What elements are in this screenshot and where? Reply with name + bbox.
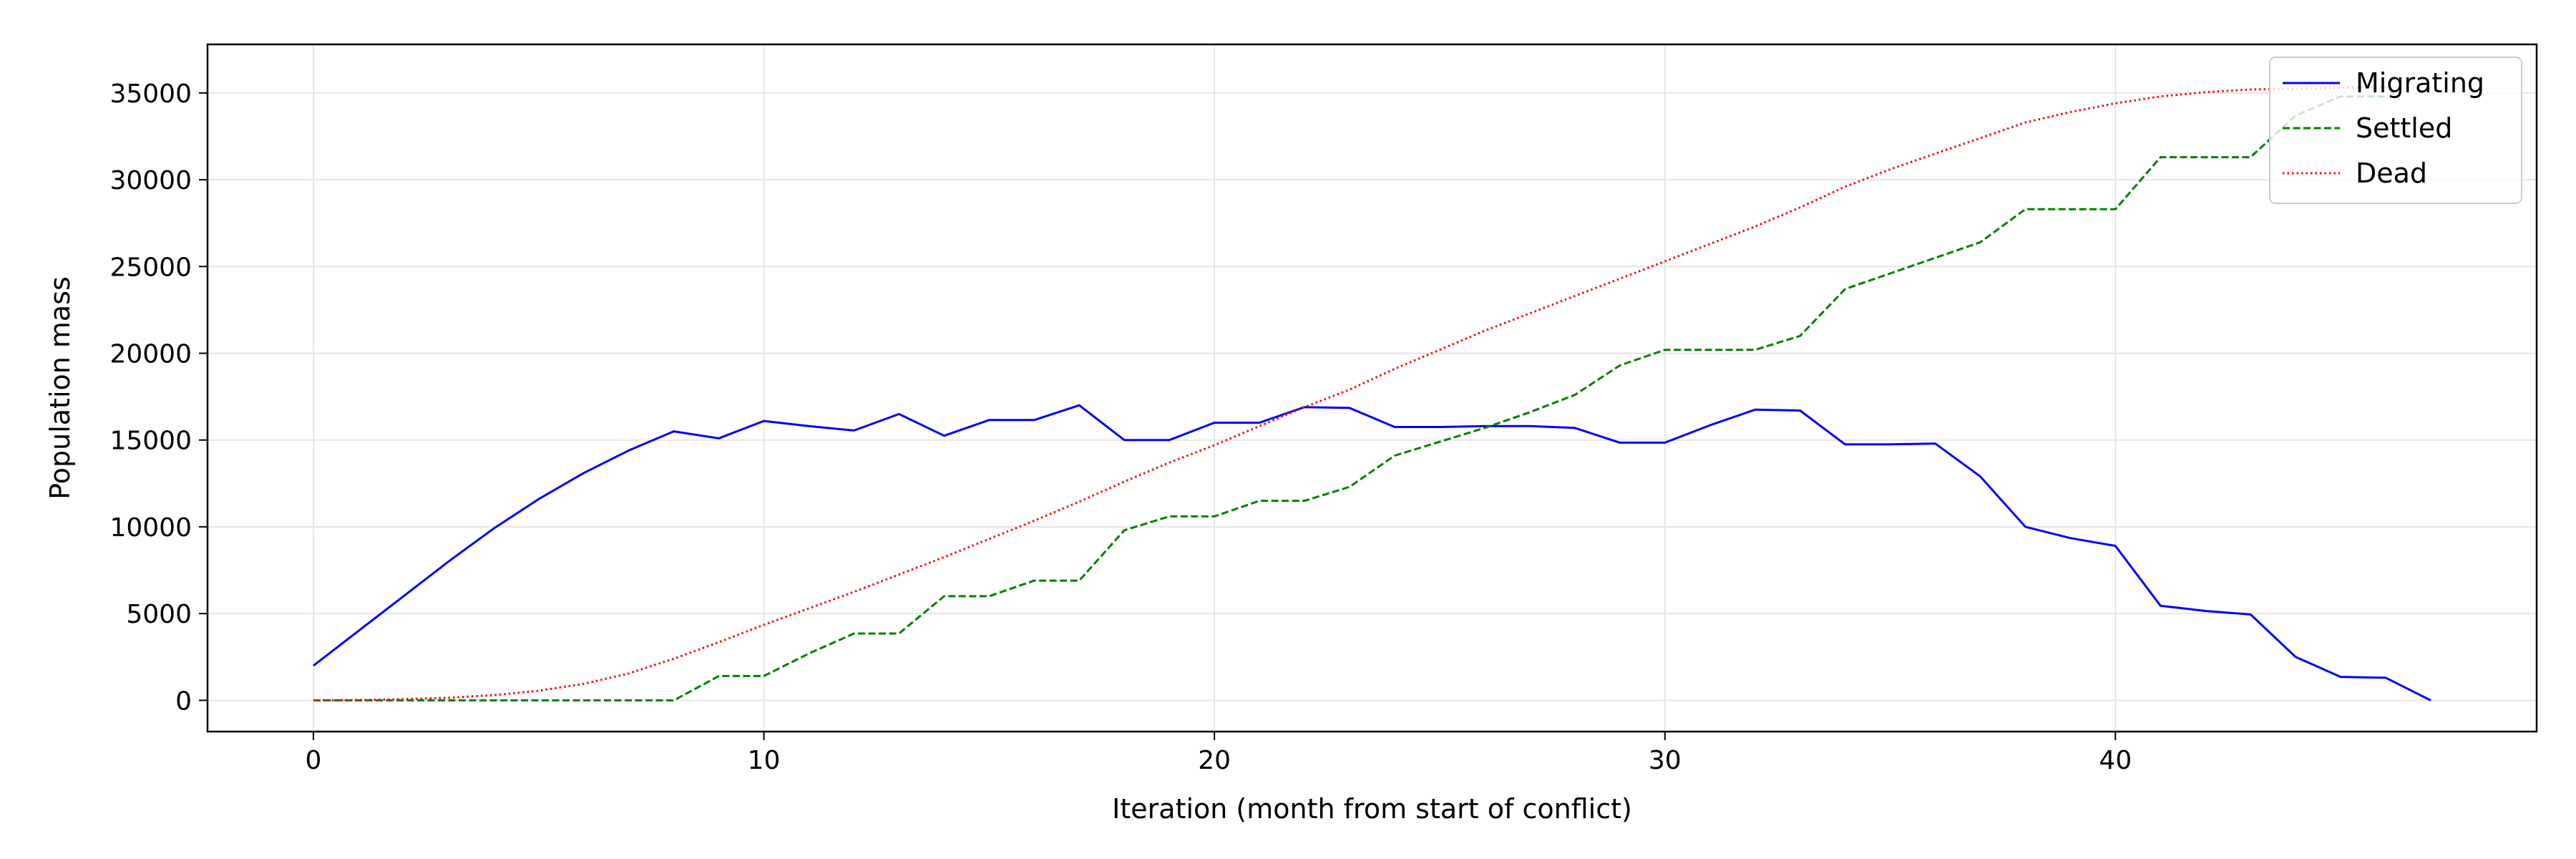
legend-label-settled: Settled: [2356, 112, 2452, 144]
x-axis-label: Iteration (month from start of conflict): [1112, 793, 1632, 825]
x-axis-ticks: 0 10 20 30 40: [306, 732, 2132, 775]
y-tick-label: 30000: [109, 166, 192, 195]
y-tick-label: 20000: [109, 340, 192, 369]
series-line-dead: [313, 85, 2386, 702]
y-tick-label: 5000: [126, 600, 192, 629]
plot-frame: [206, 43, 2538, 733]
y-tick-label: 0: [175, 686, 192, 716]
y-axis-label: Population mass: [44, 276, 76, 500]
y-tick-label: 15000: [109, 427, 192, 456]
y-tick-label: 25000: [109, 253, 192, 282]
legend: Migrating Settled Dead: [2269, 57, 2522, 204]
series-line-settled: [313, 95, 2386, 702]
x-tick-label: 40: [2099, 746, 2132, 775]
legend-box: [2269, 57, 2522, 204]
legend-label-migrating: Migrating: [2356, 67, 2484, 99]
x-tick-label: 20: [1198, 746, 1231, 775]
y-tick-label: 35000: [109, 79, 192, 109]
legend-label-dead: Dead: [2356, 157, 2427, 189]
x-tick-label: 10: [748, 746, 781, 775]
y-tick-label: 10000: [109, 513, 192, 543]
y-axis-ticks: 0 5000 10000 15000 20000 25000 30000 35000: [109, 79, 208, 716]
x-tick-label: 30: [1649, 746, 1682, 775]
series-layer: [313, 85, 2431, 702]
x-tick-label: 0: [306, 746, 322, 775]
series-line-migrating: [313, 404, 2431, 702]
